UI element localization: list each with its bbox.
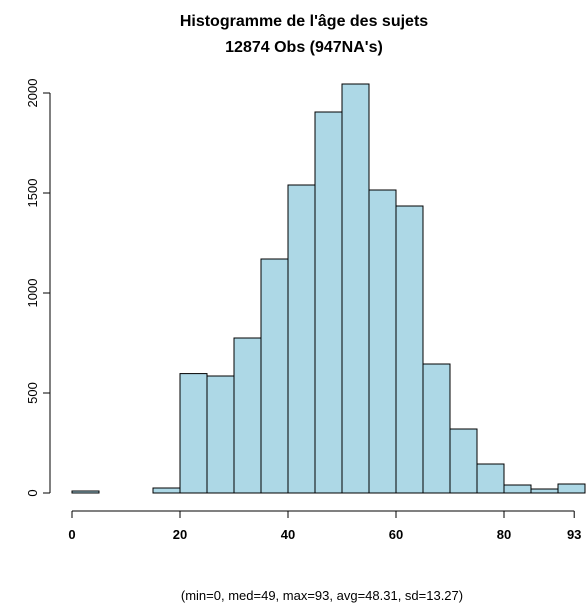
histogram-bar [449,428,478,494]
chart-subtitle: 12874 Obs (947NA's) [225,39,383,56]
y-axis-ticks: 0 500 1000 1500 2000 [25,79,50,497]
x-tick-label: 60 [389,527,403,542]
x-tick-label: 0 [68,527,75,542]
histogram-bar [314,111,343,494]
x-tick-label: 93 [567,527,581,542]
histogram-bar [260,258,289,494]
histogram-bar [206,375,235,494]
x-axis-ticks: 0 20 40 60 80 93 [68,511,581,542]
histogram-bar [341,83,370,494]
x-tick-label: 20 [173,527,187,542]
histogram-bar [233,337,262,494]
x-tick-label: 80 [497,527,511,542]
histogram-bar [557,483,586,494]
histogram-bar [71,490,100,494]
y-tick-label: 500 [25,382,40,404]
histogram-bar [152,487,181,494]
y-tick-label: 0 [25,489,40,496]
histogram-bar [287,184,316,494]
y-tick-label: 1000 [25,279,40,308]
histogram-bar [179,373,208,494]
bars-group [71,83,586,494]
summary-statistics: (min=0, med=49, max=93, avg=48.31, sd=13… [181,588,463,603]
y-tick-label: 2000 [25,79,40,108]
y-tick-label: 1500 [25,179,40,208]
chart-title: Histogramme de l'âge des sujets [180,13,428,30]
histogram-bar [530,488,559,494]
histogram-bar [395,205,424,494]
histogram-bar [368,189,397,494]
histogram-bar [476,463,505,494]
histogram-bar [422,363,451,494]
histogram-bar [503,484,532,494]
x-tick-label: 40 [281,527,295,542]
